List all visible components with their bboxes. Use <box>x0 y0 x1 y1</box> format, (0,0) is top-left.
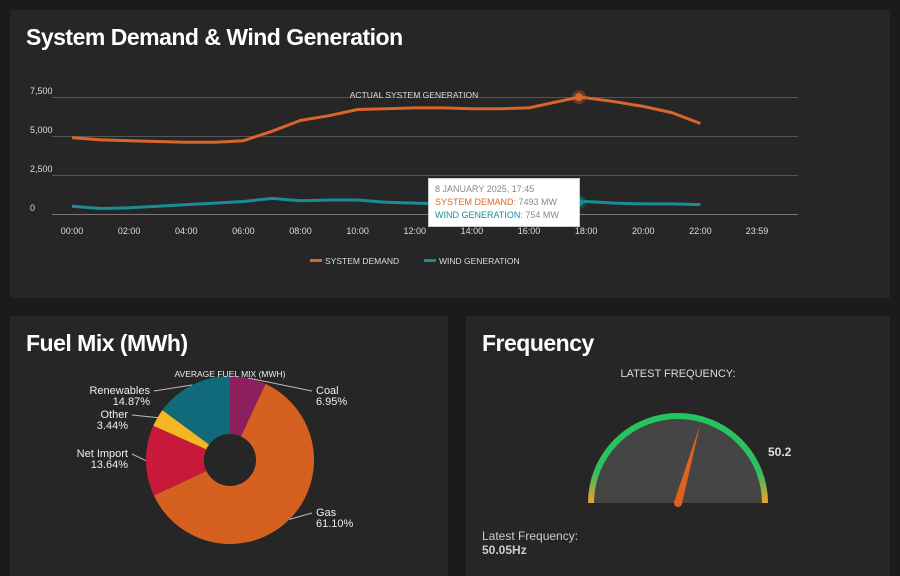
tooltip-wind-value: 754 MW <box>525 210 559 220</box>
legend-label: SYSTEM DEMAND <box>325 256 399 266</box>
x-tick-label: 10:00 <box>346 226 369 236</box>
pie-value-label: 14.87% <box>113 396 151 408</box>
leader-line <box>248 377 313 392</box>
pie-label: Renewables <box>89 385 150 397</box>
gauge-needle <box>674 424 701 505</box>
panel-title: System Demand & Wind Generation <box>26 24 403 50</box>
pie-label: Other <box>100 409 128 421</box>
pie-slice-renewables <box>162 376 230 445</box>
pie-slice-coal <box>230 376 266 437</box>
series-line-system-demand <box>71 95 701 144</box>
legend-swatch <box>424 259 436 262</box>
x-tick-label: 22:00 <box>689 226 712 236</box>
chart-title: AVERAGE FUEL MIX (MWH) <box>175 369 286 379</box>
x-tick-label: 02:00 <box>118 226 141 236</box>
latest-frequency-value: 50.05Hz <box>482 543 527 557</box>
pie-label: Coal <box>316 385 339 397</box>
leader-line <box>131 414 158 419</box>
gauge-background <box>588 413 768 503</box>
leader-line <box>131 453 147 462</box>
pie-label: Net Import <box>77 448 128 460</box>
pie-slice-gas <box>153 383 314 544</box>
x-tick-label: 12:00 <box>403 226 426 236</box>
demand-panel: System Demand & Wind Generation <box>10 10 890 298</box>
legend-swatch <box>310 259 322 262</box>
tooltip-demand-label: SYSTEM DEMAND <box>435 197 514 207</box>
x-tick-label: 18:00 <box>575 226 598 236</box>
y-tick-label: 5,000 <box>30 125 53 135</box>
demand-wind-chart[interactable]: 0 2,500 5,000 7,500 00:00 02:00 04:00 06:00 08:0… <box>0 0 900 300</box>
pie-label: Gas <box>316 507 337 519</box>
y-tick-label: 0 <box>30 203 35 213</box>
x-tick-label: 14:00 <box>461 226 484 236</box>
panel-title: Fuel Mix (MWh) <box>26 330 188 356</box>
pie-value-label: 61.10% <box>316 518 354 530</box>
gauge-title: LATEST FREQUENCY: <box>620 368 736 380</box>
leader-line <box>153 384 193 392</box>
gauge-max-label: 50.2 <box>768 445 792 459</box>
frequency-gauge: 50.2 <box>588 413 792 507</box>
x-tick-label: 00:00 <box>61 226 84 236</box>
latest-frequency-label: Latest Frequency: <box>482 529 579 543</box>
y-tick-label: 2,500 <box>30 164 53 174</box>
legend-label: WIND GENERATION <box>439 256 520 266</box>
series-line-wind-generation <box>71 196 701 210</box>
x-tick-label: 20:00 <box>632 226 655 236</box>
pie-slice-other <box>153 410 210 450</box>
gauge-needle-pivot <box>674 499 682 507</box>
pie-value-label: 3.44% <box>97 420 128 432</box>
x-tick-label: 08:00 <box>289 226 312 236</box>
chart-title: ACTUAL SYSTEM GENERATION <box>350 90 478 100</box>
gauge-arc <box>588 413 768 504</box>
x-tick-label: 04:00 <box>175 226 198 236</box>
pie-value-label: 6.95% <box>316 396 347 408</box>
x-tick-label: 23:59 <box>746 226 769 236</box>
hover-point <box>574 93 583 102</box>
panel-title: Frequency <box>482 330 594 356</box>
x-tick-label: 06:00 <box>232 226 255 236</box>
y-tick-label: 7,500 <box>30 86 53 96</box>
pie-slice-net-import <box>146 425 207 496</box>
chart-tooltip: 8 JANUARY 2025, 17:45 SYSTEM DEMAND: 749… <box>428 178 580 227</box>
leader-line <box>289 512 313 520</box>
tooltip-date: 8 JANUARY 2025, 17:45 <box>435 184 535 194</box>
pie-value-label: 13.64% <box>91 459 129 471</box>
x-tick-label: 16:00 <box>518 226 541 236</box>
tooltip-demand-value: 7493 MW <box>518 197 558 207</box>
tooltip-wind-label: WIND GENERATION <box>435 210 521 220</box>
